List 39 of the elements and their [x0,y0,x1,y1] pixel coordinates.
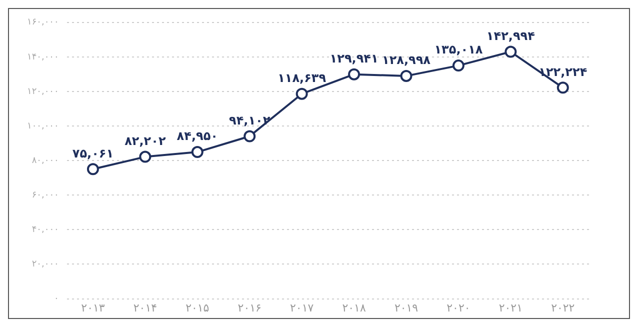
point [139,150,152,163]
x-tick-label: ۲۰۲۲ [551,301,575,314]
y-tick-label: ۰ [54,294,59,304]
point [400,70,412,82]
y-tick-label: ۴۰,۰۰۰ [32,225,59,236]
point [556,82,569,94]
data-label: ۸۲,۲۰۲ [124,134,166,148]
point [191,146,204,158]
data-label: ۸۴,۹۵۰ [176,129,218,144]
x-tick-label: ۲۰۲۰ [446,301,470,314]
data-label: ۱۲۸,۹۹۸ [382,53,432,68]
x-tick-label: ۲۰۱۷ [290,301,314,314]
data-label: ۱۴۲,۹۹۴ [486,28,535,43]
point [86,163,99,176]
data-label: ۱۲۹,۹۴۱ [330,51,378,66]
data-label: ۱۲۲,۲۲۴ [538,64,588,79]
point [452,60,464,72]
point [296,88,308,100]
x-tick-label: ۲۰۲۱ [498,301,522,314]
x-tick-label: ۲۰۱۴ [133,301,158,314]
data-label: ۷۵,۰۶۱ [72,146,114,160]
y-tick-label: ۱۰۰,۰۰۰ [26,121,59,132]
point [244,130,256,142]
y-tick-label: ۱۶۰,۰۰۰ [26,18,59,28]
x-tick-label: ۲۰۱۳ [81,301,105,314]
y-tick-label: ۱۴۰,۰۰۰ [26,52,59,62]
x-tick-label: ۲۰۱۵ [186,301,210,314]
y-tick-label: ۲۰,۰۰۰ [32,260,59,270]
x-tick-label: ۲۰۱۹ [394,301,418,314]
x-tick-label: ۲۰۱۶ [238,301,262,314]
point [504,46,517,58]
data-label: ۱۱۸,۶۳۹ [278,70,327,85]
x-tick-label: ۲۰۱۸ [342,301,366,314]
data-label: ۱۳۵,۰۱۸ [434,42,484,57]
point [348,68,360,80]
y-tick-label: ۸۰,۰۰۰ [32,156,59,166]
data-label: ۹۴,۱۰۲ [229,113,271,128]
y-tick-label: ۱۲۰,۰۰۰ [26,86,59,97]
y-tick-label: ۶۰,۰۰۰ [32,190,59,200]
